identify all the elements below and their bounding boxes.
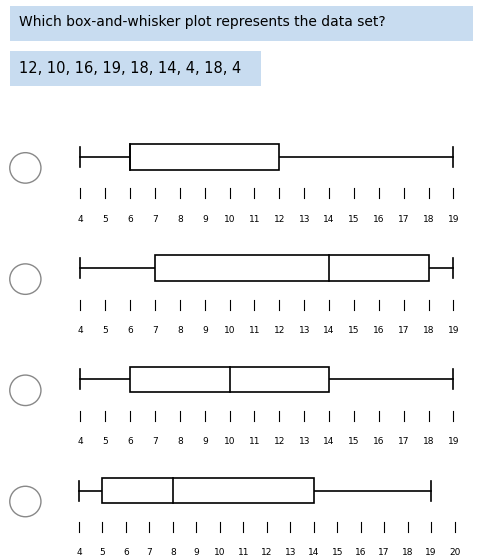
Text: 12, 10, 16, 19, 18, 14, 4, 18, 4: 12, 10, 16, 19, 18, 14, 4, 18, 4	[19, 61, 242, 76]
Bar	[130, 144, 279, 170]
Bar	[130, 366, 329, 392]
Bar	[102, 478, 314, 503]
FancyBboxPatch shape	[10, 51, 261, 86]
Text: Which box-and-whisker plot represents the data set?: Which box-and-whisker plot represents th…	[19, 16, 386, 29]
Bar	[155, 255, 428, 281]
FancyBboxPatch shape	[10, 6, 473, 41]
